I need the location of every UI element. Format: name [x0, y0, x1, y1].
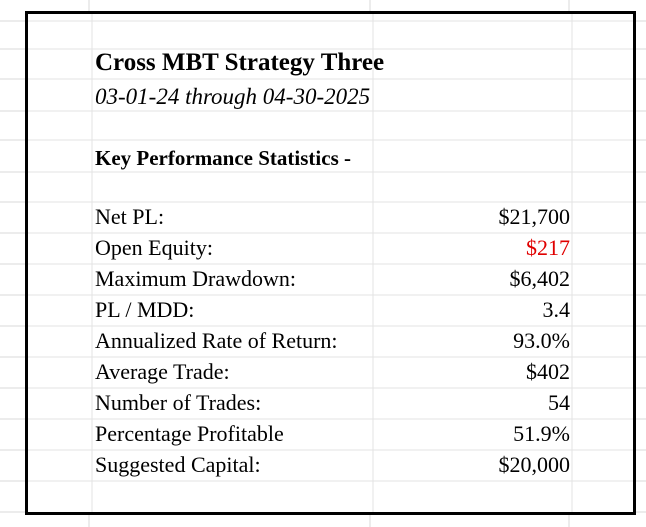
stat-label: Annualized Rate of Return: [95, 328, 338, 353]
stat-value: 54 [548, 390, 570, 415]
stats-box: Cross MBT Strategy Three 03-01-24 throug… [25, 11, 636, 515]
report-title: Cross MBT Strategy Three [95, 49, 385, 76]
stat-value: 51.9% [513, 421, 570, 446]
stat-label: PL / MDD: [95, 297, 195, 322]
stat-label: Percentage Profitable [95, 421, 284, 446]
stat-label: Average Trade: [95, 359, 230, 384]
stat-row-annualized-return: Annualized Rate of Return: 93.0% [95, 328, 570, 359]
stat-value: $20,000 [498, 452, 571, 477]
stats-box-gridlines [28, 14, 633, 512]
stat-row-number-of-trades: Number of Trades: 54 [95, 390, 570, 421]
stat-row-net-pl: Net PL: $21,700 [95, 204, 570, 235]
stat-row-average-trade: Average Trade: $402 [95, 359, 570, 390]
stat-value: $402 [526, 359, 570, 384]
stat-row-percentage-profitable: Percentage Profitable 51.9% [95, 421, 570, 452]
stat-label: Open Equity: [95, 235, 213, 260]
stat-label: Maximum Drawdown: [95, 266, 297, 291]
stat-label: Net PL: [95, 204, 165, 229]
stat-value: $6,402 [509, 266, 571, 291]
stat-value: $21,700 [498, 204, 571, 229]
stat-value: 3.4 [542, 297, 571, 322]
stat-row-maximum-drawdown: Maximum Drawdown: $6,402 [95, 266, 570, 297]
stat-label: Number of Trades: [95, 390, 262, 415]
stat-row-open-equity: Open Equity: $217 [95, 235, 570, 266]
stat-label: Suggested Capital: [95, 452, 261, 477]
section-heading: Key Performance Statistics - [95, 146, 351, 170]
report-date-range: 03-01-24 through 04-30-2025 [95, 84, 371, 109]
stat-row-suggested-capital: Suggested Capital: $20,000 [95, 452, 570, 483]
stat-value: 93.0% [513, 328, 570, 353]
stat-value: $217 [526, 235, 570, 260]
stat-row-pl-mdd: PL / MDD: 3.4 [95, 297, 570, 328]
